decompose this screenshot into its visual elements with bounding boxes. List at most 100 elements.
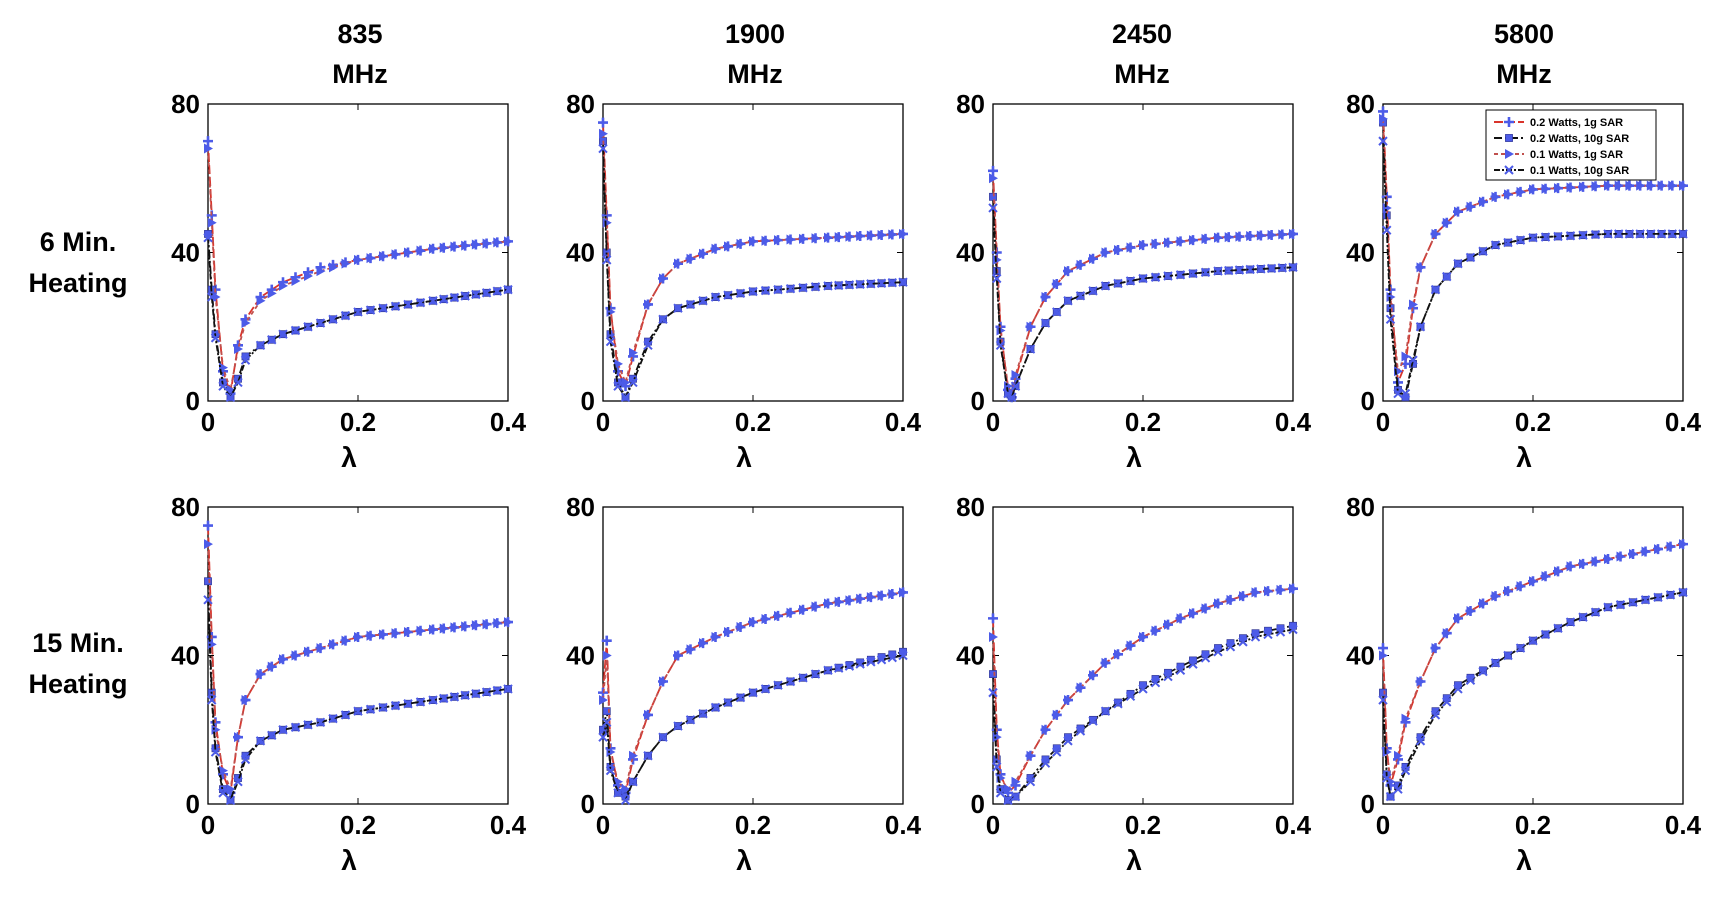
marker-triangle	[1505, 149, 1514, 159]
marker-triangle	[1401, 351, 1411, 362]
marker-triangle	[1554, 566, 1563, 577]
marker-cross	[710, 292, 721, 302]
marker-cross	[773, 680, 783, 690]
marker-triangle	[724, 241, 733, 252]
marker-triangle	[799, 604, 808, 615]
y-tick-label: 80	[566, 89, 595, 119]
legend-entry: 0.1 Watts, 1g SAR	[1494, 149, 1623, 161]
marker-cross	[207, 292, 217, 302]
marker-cross	[449, 292, 460, 303]
marker-cross	[1430, 710, 1441, 720]
marker-cross	[1430, 284, 1441, 295]
y-tick-label: 80	[1346, 89, 1375, 119]
y-tick-label: 0	[971, 789, 985, 819]
marker-triangle	[493, 237, 503, 248]
marker-triangle	[1646, 180, 1656, 191]
marker-cross	[1052, 307, 1062, 317]
row-label-line2: Heating	[28, 669, 127, 699]
marker-cross	[643, 340, 653, 351]
marker-triangle	[602, 650, 612, 661]
marker-cross	[439, 294, 449, 304]
marker-triangle	[856, 593, 866, 604]
marker-triangle	[450, 622, 460, 633]
marker-cross	[1213, 266, 1223, 276]
marker-triangle	[1629, 549, 1638, 560]
marker-triangle	[599, 128, 608, 139]
marker-triangle	[1126, 242, 1136, 253]
x-tick-label: 0.4	[1275, 407, 1312, 437]
column-header-freq: 2450	[1112, 19, 1172, 49]
marker-triangle	[493, 618, 503, 629]
marker-triangle	[1224, 232, 1234, 243]
marker-cross	[390, 700, 401, 711]
y-tick-label: 40	[171, 641, 200, 671]
marker-triangle	[1579, 558, 1588, 569]
marker-triangle	[1604, 553, 1613, 564]
marker-cross	[673, 721, 683, 731]
marker-triangle	[1604, 180, 1613, 191]
series-path	[207, 581, 509, 803]
marker-cross	[1503, 650, 1513, 661]
series-line	[599, 137, 907, 402]
marker-triangle	[1554, 183, 1563, 194]
marker-triangle	[291, 275, 301, 286]
marker-cross	[1382, 773, 1392, 783]
marker-cross	[1378, 695, 1388, 705]
marker-triangle	[629, 750, 638, 761]
marker-cross	[995, 340, 1006, 351]
chart-panel: 0 0.2 0.4 0 40 80 λ	[566, 492, 922, 876]
marker-triangle	[471, 620, 481, 631]
marker-cross	[428, 695, 438, 705]
marker-cross	[403, 299, 413, 310]
marker-triangle	[267, 288, 277, 299]
series-line	[988, 203, 1298, 402]
marker-cross	[834, 280, 844, 291]
y-tick-label: 40	[171, 238, 200, 268]
marker-cross	[255, 340, 266, 351]
marker-triangle	[416, 625, 426, 636]
marker-triangle	[786, 607, 796, 618]
marker-cross	[1010, 381, 1021, 391]
marker-triangle	[1226, 594, 1236, 605]
series-path	[602, 650, 904, 798]
marker-cross	[620, 392, 631, 402]
marker-cross	[365, 305, 376, 315]
marker-cross	[1163, 671, 1173, 682]
column-headers: 835 MHz 1900 MHz 2450 MHz 5800 MHz	[332, 19, 1554, 89]
marker-triangle	[1566, 561, 1576, 572]
x-tick-label: 0.2	[340, 810, 376, 840]
marker-cross	[1603, 602, 1613, 612]
chart-panel: 0 0.2 0.4 0 40 80 λ	[1346, 492, 1702, 876]
marker-triangle	[1026, 321, 1036, 332]
marker-cross	[460, 690, 470, 700]
series-line	[989, 173, 1298, 399]
marker-triangle	[291, 650, 301, 661]
marker-cross	[1528, 232, 1538, 243]
marker-cross	[1393, 388, 1403, 399]
marker-cross	[1590, 229, 1601, 240]
marker-triangle	[1251, 587, 1261, 598]
x-tick-label: 0.4	[1275, 810, 1312, 840]
marker-cross	[1275, 627, 1286, 637]
marker-triangle	[856, 231, 866, 242]
marker-triangle	[606, 747, 616, 758]
marker-cross	[773, 284, 783, 295]
marker-cross	[1646, 229, 1656, 239]
marker-cross	[218, 788, 228, 798]
x-tick-label: 0.4	[1665, 810, 1702, 840]
y-tick-label: 40	[566, 641, 595, 671]
column-header-freq: 1900	[725, 19, 785, 49]
marker-cross	[492, 286, 502, 296]
marker-cross	[735, 288, 746, 299]
marker-cross	[1188, 659, 1198, 669]
marker-cross	[1175, 665, 1186, 676]
column-header-freq: 835	[337, 19, 382, 49]
axes-frame	[992, 506, 1294, 805]
marker-cross	[1415, 736, 1426, 746]
marker-cross	[1125, 276, 1136, 286]
marker-triangle	[1239, 591, 1248, 602]
y-tick-label: 80	[171, 492, 200, 522]
marker-cross	[1113, 278, 1123, 289]
marker-cross	[1490, 658, 1501, 668]
marker-cross	[1624, 229, 1635, 239]
